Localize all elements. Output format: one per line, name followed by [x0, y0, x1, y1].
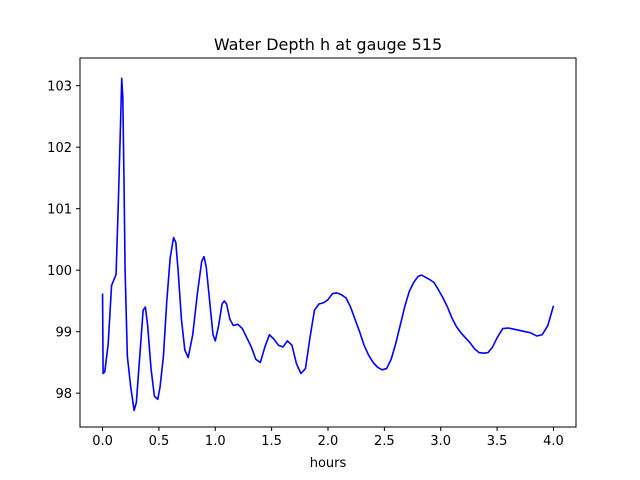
x-tick-label: 1.5 — [261, 434, 282, 449]
x-tick-label: 0.5 — [149, 434, 170, 449]
x-axis-label: hours — [310, 456, 347, 471]
series-line-0 — [101, 77, 555, 412]
y-tick-label: 102 — [47, 141, 72, 156]
plot-area — [79, 57, 577, 428]
x-tick-label: 2.5 — [374, 434, 395, 449]
plot-frame — [79, 57, 577, 428]
x-tick-label: 3.0 — [430, 434, 451, 449]
y-axis: 98 99 100 101 102 103 — [47, 80, 80, 402]
y-tick-label: 99 — [55, 326, 72, 341]
chart-title: Water Depth h at gauge 515 — [214, 35, 442, 54]
y-tick-label: 103 — [47, 80, 72, 95]
x-tick-label: 0.0 — [92, 434, 113, 449]
y-tick-label: 98 — [55, 387, 72, 402]
x-tick-label: 4.0 — [543, 434, 564, 449]
x-tick-label: 3.5 — [487, 434, 508, 449]
x-axis: 0.0 0.5 1.0 1.5 2.0 2.5 3.0 3.5 4.0 — [92, 427, 564, 449]
y-tick-label: 101 — [47, 203, 72, 218]
x-tick-label: 1.0 — [205, 434, 226, 449]
y-tick-label: 100 — [47, 264, 72, 279]
x-tick-label: 2.0 — [318, 434, 339, 449]
